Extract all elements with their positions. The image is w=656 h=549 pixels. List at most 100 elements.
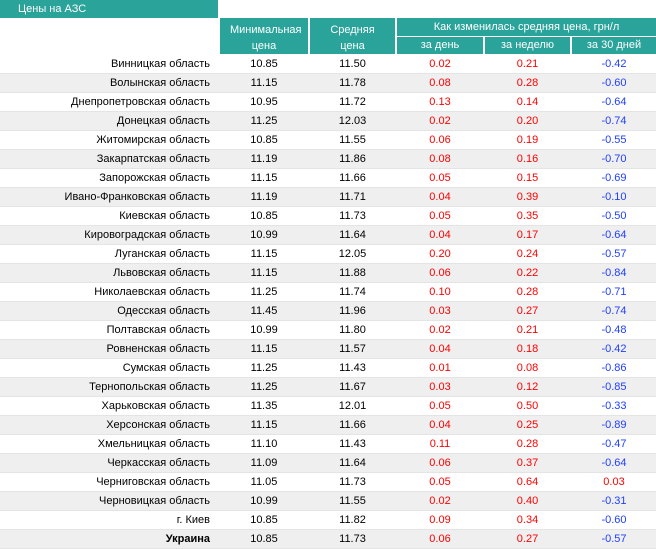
row-bg <box>0 188 656 207</box>
region-name: Ровненская область <box>106 343 211 355</box>
cell-value: 11.15 <box>250 77 278 89</box>
row-bg <box>0 397 656 416</box>
row-bg <box>0 359 656 378</box>
row-bg <box>0 321 656 340</box>
cell-value: 11.25 <box>250 115 278 127</box>
cell-value: -0.57 <box>601 248 627 260</box>
cell-value: 0.01 <box>429 362 451 374</box>
region-name: Житомирская область <box>96 134 210 146</box>
cell-value: 11.57 <box>339 343 366 355</box>
cell-value: 0.02 <box>429 115 451 127</box>
cell-value: -0.64 <box>601 96 627 108</box>
region-name: Одесская область <box>117 305 210 317</box>
col-header: Как изменилась средняя цена, грн/л <box>397 18 656 36</box>
col-header: за неделю <box>485 37 570 54</box>
cell-value: -0.64 <box>601 457 627 469</box>
cell-value: 0.15 <box>516 172 539 184</box>
cell-value: 12.03 <box>338 115 367 127</box>
region-name: Черниговская область <box>96 476 210 488</box>
cell-value: 0.27 <box>516 533 539 545</box>
cell-value: 0.18 <box>516 343 539 355</box>
cell-value: 11.64 <box>339 457 366 469</box>
cell-value: 0.05 <box>429 172 451 184</box>
cell-value: -0.84 <box>601 267 627 279</box>
cell-value: -0.47 <box>601 438 627 450</box>
row-bg <box>0 283 656 302</box>
cell-value: 11.15 <box>250 343 278 355</box>
region-name: Донецкая область <box>116 115 210 127</box>
row-bg <box>0 264 656 283</box>
cell-value: 0.06 <box>429 134 451 146</box>
cell-value: -0.86 <box>601 362 627 374</box>
cell-value: 11.25 <box>250 381 278 393</box>
cell-value: 0.14 <box>516 96 539 108</box>
cell-value: 11.25 <box>250 286 278 298</box>
cell-value: 11.72 <box>339 96 366 108</box>
region-name: Хмельницкая область <box>97 438 210 450</box>
row-bg <box>0 207 656 226</box>
row-bg <box>0 378 656 397</box>
cell-value: 0.64 <box>516 476 539 488</box>
region-name: Винницкая область <box>111 58 210 70</box>
cell-value: 0.28 <box>516 286 539 298</box>
region-name: Украина <box>165 533 210 545</box>
cell-value: -0.42 <box>601 58 627 70</box>
cell-value: -0.69 <box>601 172 627 184</box>
cell-value: -0.42 <box>601 343 627 355</box>
region-name: Черкасская область <box>107 457 210 469</box>
cell-value: 0.03 <box>429 381 451 393</box>
cell-value: 0.03 <box>603 476 625 488</box>
cell-value: 10.85 <box>250 210 278 222</box>
cell-value: 11.15 <box>250 267 278 279</box>
cell-value: 0.05 <box>429 400 451 412</box>
cell-value: 0.34 <box>516 514 539 526</box>
cell-value: 0.40 <box>516 495 539 507</box>
region-name: Львовская область <box>113 267 210 279</box>
cell-value: 10.85 <box>250 533 278 545</box>
cell-value: 0.13 <box>429 96 451 108</box>
cell-value: 11.45 <box>250 305 278 317</box>
cell-value: 0.35 <box>516 210 539 222</box>
cell-value: 0.03 <box>429 305 451 317</box>
cell-value: 0.06 <box>429 533 451 545</box>
cell-value: 11.50 <box>339 58 366 70</box>
cell-value: 0.21 <box>516 324 539 336</box>
col-header: Минимальная цена <box>220 18 308 54</box>
cell-value: 10.85 <box>250 514 278 526</box>
cell-value: 0.05 <box>429 210 451 222</box>
cell-value: 0.04 <box>429 419 451 431</box>
row-bg <box>0 150 656 169</box>
cell-value: 0.10 <box>429 286 451 298</box>
row-bg <box>0 454 656 473</box>
cell-value: 0.02 <box>429 495 451 507</box>
cell-value: 0.27 <box>516 305 539 317</box>
cell-value: 11.80 <box>339 324 366 336</box>
region-name: Черновицкая область <box>99 495 210 507</box>
cell-value: 0.22 <box>516 267 539 279</box>
cell-value: -0.48 <box>601 324 627 336</box>
cell-value: 0.39 <box>516 191 539 203</box>
cell-value: 10.99 <box>250 229 278 241</box>
region-name: Полтавская область <box>106 324 210 336</box>
cell-value: 0.02 <box>429 324 451 336</box>
cell-value: 11.78 <box>339 77 366 89</box>
cell-value: -0.31 <box>601 495 627 507</box>
cell-value: -0.70 <box>601 153 627 165</box>
cell-value: 11.74 <box>339 286 366 298</box>
cell-value: -0.74 <box>601 305 627 317</box>
cell-value: -0.60 <box>601 77 627 89</box>
row-bg <box>0 226 656 245</box>
region-name: Луганская область <box>114 248 210 260</box>
cell-value: 0.17 <box>516 229 539 241</box>
cell-value: -0.10 <box>601 191 627 203</box>
cell-value: 11.67 <box>339 381 366 393</box>
row-bg <box>0 435 656 454</box>
cell-value: 11.43 <box>339 362 366 374</box>
cell-value: 0.16 <box>516 153 539 165</box>
cell-value: 11.88 <box>339 267 366 279</box>
cell-value: 0.37 <box>516 457 539 469</box>
region-name: Кировоградская область <box>84 229 210 241</box>
cell-value: 0.25 <box>516 419 539 431</box>
cell-value: 11.19 <box>250 153 278 165</box>
